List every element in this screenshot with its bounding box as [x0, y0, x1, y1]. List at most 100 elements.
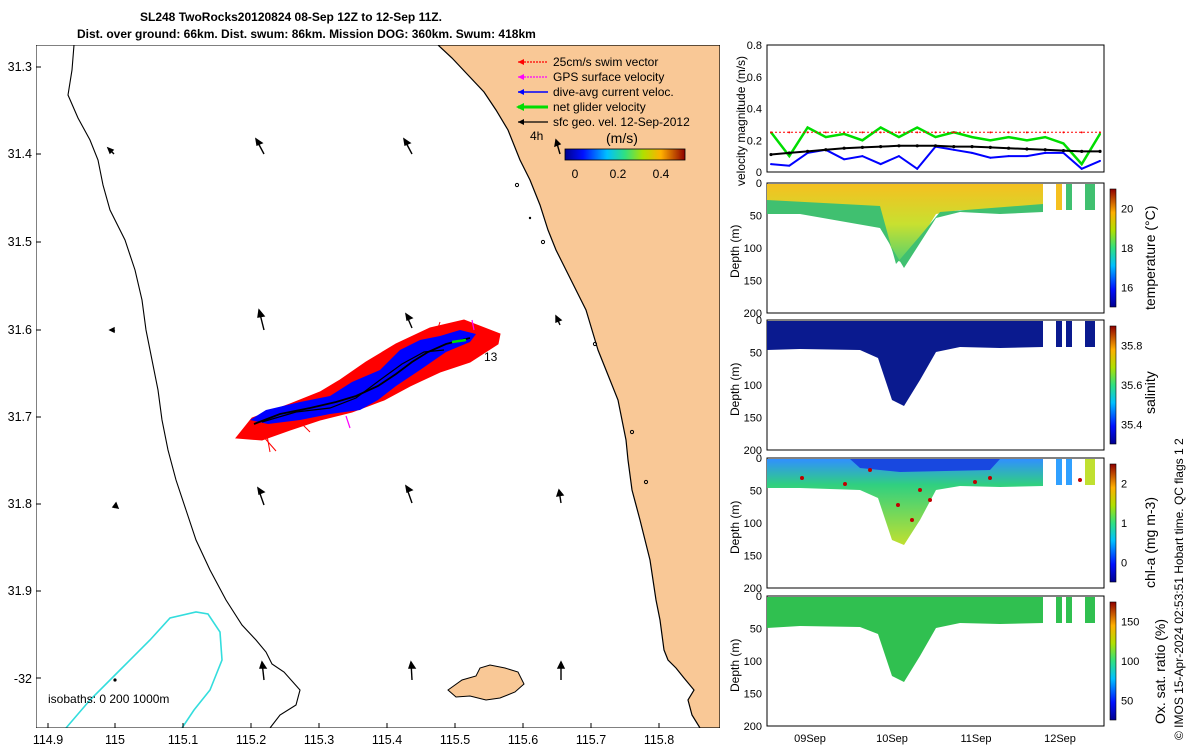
velocity-point — [916, 131, 919, 134]
salinity-ylabel: Depth (m) — [728, 362, 742, 416]
velocity-point — [1025, 155, 1028, 158]
depth-tick-labels: 0501001502000501001502000501001502000501… — [744, 178, 762, 733]
velocity-ytick-1: 0.2 — [747, 135, 762, 147]
depth-tick-3-2: 100 — [744, 656, 762, 668]
velocity-point — [1007, 136, 1010, 139]
legend-net-velocity: net glider velocity — [516, 100, 646, 114]
velocity-point — [989, 131, 992, 134]
date-tick-1: 10Sep — [876, 733, 908, 745]
depth-tick-1-4: 200 — [744, 445, 762, 457]
lat-tick-4: 31.7 — [8, 410, 32, 424]
lat-tick-5: 31.8 — [8, 497, 32, 511]
colorbar-tick-2-1: 1 — [1121, 518, 1127, 530]
date-tick-labels: 09Sep 10Sep 11Sep 12Sep — [794, 733, 1076, 745]
velocity-point — [770, 131, 772, 134]
depth-tick-0-4: 200 — [744, 308, 762, 320]
velocity-point — [1025, 131, 1028, 134]
velocity-point — [1025, 139, 1028, 142]
lon-tick-9: 115.8 — [644, 733, 674, 747]
oxygen-ylabel: Depth (m) — [728, 638, 742, 692]
velocity-point — [1099, 132, 1101, 135]
lat-tick-0: 31.3 — [8, 60, 32, 74]
depth-colorbar — [1109, 463, 1117, 583]
point-label: 13 — [484, 350, 498, 364]
velocity-point — [1007, 131, 1010, 134]
isobath-0m — [65, 611, 223, 728]
velocity-point — [916, 126, 919, 129]
colorbar-tick-2-2: 2 — [1121, 479, 1127, 491]
lon-tick-8: 115.7 — [576, 733, 606, 747]
legend-label-dive-avg: dive-avg current veloc. — [553, 85, 674, 99]
velocity-point — [897, 155, 900, 158]
isobath-200m — [67, 45, 301, 728]
depth-tick-3-0: 0 — [756, 591, 762, 603]
temperature-ylabel: Depth (m) — [728, 224, 742, 278]
velocity-point — [861, 131, 864, 134]
velocity-point — [788, 131, 791, 134]
lon-tick-6: 115.5 — [440, 733, 470, 747]
figure-title-line1: SL248 TwoRocks20120824 08-Sep 12Z to 12-… — [140, 10, 442, 24]
chla-cbar-label: chl-a (mg m-3) — [1142, 496, 1158, 588]
dive-avg-current-band — [250, 330, 476, 424]
velocity-point — [1080, 167, 1083, 170]
colorbars: 16 18 20 35.4 35.6 35.8 0 1 2 50 100 150 — [1109, 188, 1142, 721]
depth-colorbar — [1109, 325, 1117, 445]
depth-panels: 0501001502000501001502000501001502000501… — [744, 178, 1143, 745]
velocity-point — [769, 152, 773, 157]
velocity-point — [897, 144, 901, 148]
velocity-ytick-2: 0.4 — [747, 104, 762, 116]
velocity-point — [879, 145, 883, 149]
oxygen-panel — [766, 595, 1105, 727]
date-tick-0: 09Sep — [794, 733, 826, 745]
velocity-point — [843, 131, 846, 134]
legend-swim-vector: 25cm/s swim vector — [518, 55, 658, 69]
map-legend: 25cm/s swim vector GPS surface velocity … — [516, 55, 690, 181]
velocity-point — [788, 164, 791, 167]
velocity-point — [843, 132, 846, 135]
depth-tick-1-2: 100 — [744, 380, 762, 392]
velocity-point — [788, 155, 791, 158]
velocity-point — [1043, 148, 1047, 152]
velocity-point — [1062, 151, 1065, 154]
legend-label-swim: 25cm/s swim vector — [553, 55, 658, 69]
glider-track-group — [235, 319, 501, 453]
velocity-point — [1098, 149, 1102, 153]
velocity-point — [897, 136, 900, 139]
velocity-point — [934, 136, 937, 139]
velocity-point — [897, 131, 900, 134]
velocity-point — [787, 151, 791, 155]
velocity-point — [915, 144, 919, 148]
map-colorbar-tick-1: 0.2 — [610, 167, 627, 181]
lat-tick-7: -32 — [14, 672, 32, 686]
velocity-point — [805, 149, 810, 153]
velocity-point — [806, 131, 809, 134]
velocity-point — [952, 131, 955, 134]
temperature-cbar-label: temperature (°C) — [1142, 205, 1158, 310]
velocity-ytick-0: 0 — [756, 167, 762, 179]
colorbar-units: (m/s) — [606, 130, 638, 146]
velocity-point — [1061, 148, 1066, 153]
velocity-point — [971, 151, 974, 154]
colorbar-tick-3-1: 100 — [1121, 656, 1139, 668]
glider-track — [253, 337, 471, 425]
velocity-point — [989, 156, 992, 159]
depth-tick-0-1: 50 — [750, 211, 762, 223]
velocity-point — [1080, 131, 1083, 134]
velocity-series — [769, 125, 1102, 171]
velocity-panel: 0 0.2 0.4 0.6 0.8 — [747, 40, 1105, 179]
depth-tick-0-2: 100 — [744, 243, 762, 255]
map-colorbar-tick-2: 0.4 — [653, 167, 670, 181]
depth-tick-1-0: 0 — [756, 315, 762, 327]
velocity-point — [770, 163, 772, 166]
depth-tick-1-1: 50 — [750, 348, 762, 360]
depth-tick-1-3: 150 — [744, 413, 762, 425]
lat-tick-3: 31.6 — [8, 323, 32, 337]
velocity-point — [861, 155, 864, 158]
velocity-ylabel: velocity magnitude (m/s) — [734, 55, 748, 186]
legend-4h: 4h — [530, 129, 543, 143]
map-colorbar — [564, 148, 686, 161]
velocity-point — [988, 145, 992, 149]
velocity-point — [970, 145, 974, 149]
salinity-panel — [766, 319, 1105, 451]
